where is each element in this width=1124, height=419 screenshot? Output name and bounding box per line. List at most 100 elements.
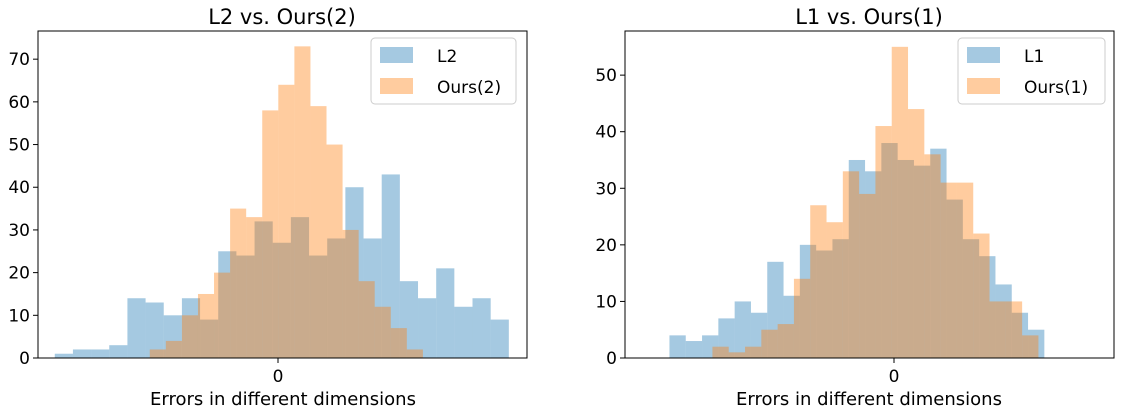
x-tick-label: 0 bbox=[889, 367, 900, 387]
histogram-bar-baseline bbox=[200, 319, 219, 358]
histogram-bar-baseline bbox=[702, 335, 719, 358]
histogram-bar-ours bbox=[940, 182, 957, 358]
chart-title: L2 vs. Ours(2) bbox=[208, 5, 356, 29]
legend: L1 Ours(1) bbox=[957, 37, 1106, 105]
y-tick-label: 20 bbox=[8, 264, 30, 284]
histogram-bar-baseline bbox=[145, 302, 164, 358]
histogram-bar-baseline bbox=[799, 244, 817, 358]
histogram-bar-ours bbox=[342, 229, 359, 358]
histogram-bar-baseline bbox=[832, 239, 849, 358]
histogram-bar-baseline bbox=[327, 238, 346, 358]
chart-panel-l1-vs-ours1: L1 vs. Ours(1) 0 10 20 30 40 50 0 Errors in d… bbox=[595, 5, 1115, 410]
histogram-bar-baseline bbox=[454, 306, 473, 358]
y-tick-label: 50 bbox=[8, 136, 30, 156]
x-axis-label: Errors in different dimensions bbox=[736, 389, 1002, 410]
histogram-bar-ours bbox=[924, 154, 941, 358]
histogram-bar-ours bbox=[262, 110, 279, 359]
histogram-bar-baseline bbox=[669, 335, 686, 358]
histogram-bar-baseline bbox=[309, 255, 328, 358]
x-axis: 0 bbox=[889, 358, 900, 387]
histogram-bar-ours bbox=[745, 346, 762, 358]
histogram-bar-baseline bbox=[865, 171, 882, 358]
y-tick-label: 0 bbox=[606, 349, 617, 369]
histogram-bar-ours bbox=[777, 324, 794, 358]
legend-box bbox=[957, 37, 1106, 105]
histogram-bar-baseline bbox=[218, 251, 237, 358]
x-tick-label: 0 bbox=[273, 367, 284, 387]
histogram-bar-baseline bbox=[1028, 329, 1045, 358]
histogram-bar-ours bbox=[989, 301, 1006, 358]
histogram-bar-ours bbox=[875, 126, 892, 358]
histogram-bar-ours bbox=[390, 328, 407, 358]
histogram-bar-baseline bbox=[272, 242, 291, 358]
histogram-bar-ours bbox=[728, 352, 746, 358]
legend-swatch-ours2 bbox=[380, 78, 413, 94]
legend-label-ours1: Ours(1) bbox=[1024, 78, 1088, 98]
chart-panel-l2-vs-ours2: L2 vs. Ours(2) 0 10 20 30 40 50 60 70 0 Errors … bbox=[8, 5, 528, 410]
y-tick-label: 0 bbox=[19, 349, 30, 369]
legend-label-l2: L2 bbox=[437, 47, 457, 67]
histogram-bar-baseline bbox=[897, 159, 914, 358]
histogram-bar-baseline bbox=[91, 349, 110, 358]
histogram-bar-baseline bbox=[163, 315, 182, 358]
histogram-bar-baseline bbox=[685, 341, 703, 358]
bars-group bbox=[54, 46, 509, 359]
x-axis-label: Errors in different dimensions bbox=[150, 389, 416, 410]
histogram-bar-ours bbox=[197, 293, 215, 358]
histogram-bar-baseline bbox=[734, 301, 751, 358]
histogram-bar-baseline bbox=[236, 255, 255, 358]
histogram-bar-baseline bbox=[930, 148, 947, 358]
legend-swatch-ours1 bbox=[967, 78, 1000, 94]
histogram-bar-ours bbox=[1005, 301, 1023, 358]
histogram-bar-ours bbox=[826, 222, 843, 358]
histogram-bar-ours bbox=[374, 306, 391, 358]
histogram-bar-baseline bbox=[913, 165, 931, 358]
histogram-bar-baseline bbox=[848, 159, 866, 358]
x-axis: 0 bbox=[273, 358, 284, 387]
y-axis: 0 10 20 30 40 50 bbox=[595, 66, 625, 369]
histogram-bar-baseline bbox=[718, 318, 735, 358]
histogram-bar-baseline bbox=[72, 349, 92, 358]
histogram-bar-baseline bbox=[979, 256, 996, 358]
histogram-bar-baseline bbox=[767, 261, 784, 358]
histogram-bar-baseline bbox=[254, 221, 273, 358]
histogram-bar-ours bbox=[956, 182, 974, 358]
chart-title: L1 vs. Ours(1) bbox=[795, 5, 943, 29]
histogram-bar-ours bbox=[859, 193, 876, 358]
histogram-bar-ours bbox=[278, 84, 295, 358]
histogram-bar-baseline bbox=[816, 250, 833, 358]
axes-frame bbox=[624, 30, 1115, 359]
histogram-bar-baseline bbox=[946, 199, 963, 358]
y-tick-label: 40 bbox=[8, 178, 30, 198]
histogram-bar-ours bbox=[358, 281, 375, 358]
legend-label-ours2: Ours(2) bbox=[437, 78, 501, 98]
histogram-bar-ours bbox=[908, 109, 925, 358]
legend-label-l1: L1 bbox=[1024, 47, 1044, 67]
histogram-bar-baseline bbox=[54, 353, 73, 358]
legend: L2 Ours(2) bbox=[370, 37, 517, 105]
histogram-bar-baseline bbox=[363, 238, 382, 358]
histogram-bar-ours bbox=[891, 46, 909, 359]
histogram-bar-ours bbox=[165, 340, 182, 358]
y-tick-label: 20 bbox=[595, 236, 617, 256]
histogram-bar-baseline bbox=[418, 298, 437, 358]
legend-box bbox=[370, 37, 517, 105]
histogram-bar-baseline bbox=[490, 319, 509, 358]
histogram-bar-ours bbox=[246, 217, 263, 358]
histogram-bar-baseline bbox=[472, 298, 491, 358]
histogram-bar-baseline bbox=[399, 281, 419, 358]
y-tick-label: 30 bbox=[595, 179, 617, 199]
y-tick-label: 40 bbox=[595, 123, 617, 143]
legend-swatch-l1 bbox=[967, 47, 1000, 63]
histogram-bar-baseline bbox=[995, 284, 1012, 358]
histogram-bar-baseline bbox=[127, 298, 146, 358]
histogram-bar-baseline bbox=[109, 345, 128, 358]
histogram-bar-ours bbox=[149, 349, 166, 358]
histogram-bar-baseline bbox=[381, 174, 400, 358]
y-tick-label: 70 bbox=[8, 50, 30, 70]
histogram-bar-ours bbox=[230, 208, 247, 358]
histogram-bar-ours bbox=[294, 46, 311, 359]
bars-group bbox=[669, 46, 1045, 359]
histogram-bar-ours bbox=[406, 349, 423, 358]
